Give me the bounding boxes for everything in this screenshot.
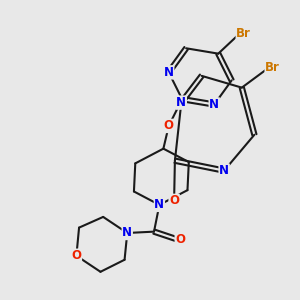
Text: O: O [175,233,185,246]
Text: O: O [169,194,179,207]
Text: N: N [209,98,219,111]
Text: O: O [164,119,174,132]
Text: N: N [164,66,174,79]
Text: O: O [71,249,81,262]
Text: N: N [219,164,229,177]
Text: Br: Br [236,27,251,40]
Text: N: N [176,96,186,109]
Text: N: N [122,226,132,239]
Text: Br: Br [265,61,280,74]
Text: N: N [154,198,164,212]
